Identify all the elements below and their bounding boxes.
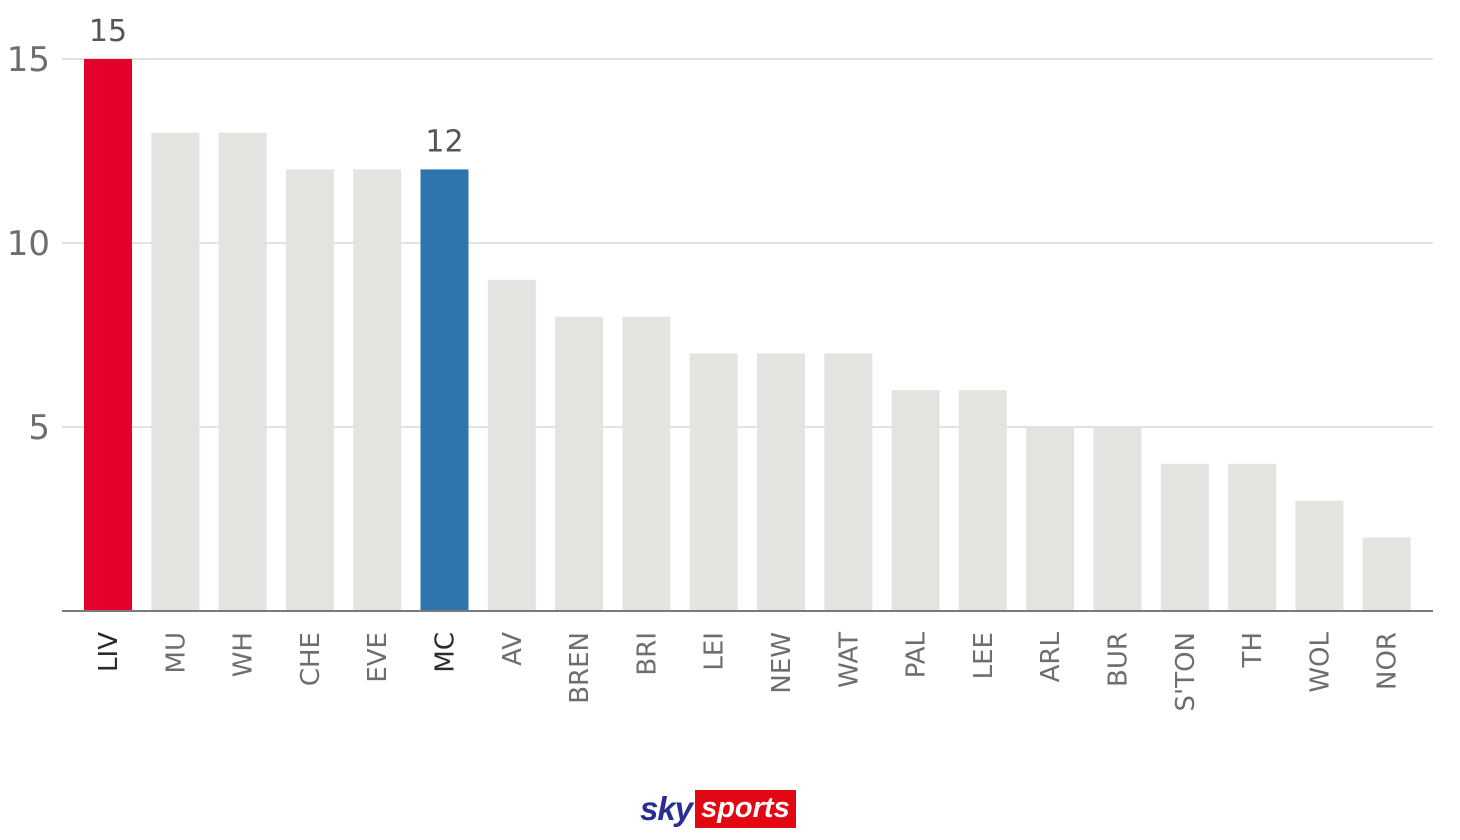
x-tick-label: NEW — [767, 632, 797, 694]
x-tick-label: LEI — [700, 632, 730, 671]
bar-wat — [824, 353, 873, 611]
bar-bren — [555, 316, 604, 611]
bar-mc — [420, 169, 469, 611]
x-tick-label: LIV — [94, 632, 124, 672]
bar-nor — [1362, 537, 1411, 611]
bar-pal — [891, 390, 940, 611]
x-tick-label: CHE — [296, 632, 326, 686]
bar-av — [487, 279, 536, 611]
bar-arl — [1026, 427, 1075, 611]
logo-sky-text: sky — [640, 790, 693, 827]
x-tick-label: BRI — [632, 632, 662, 676]
x-tick-label: WH — [229, 632, 259, 677]
bar-wh — [218, 132, 267, 611]
x-tick-label: WAT — [834, 632, 864, 688]
x-tick-label: PAL — [902, 631, 932, 678]
bar-ston — [1160, 463, 1209, 611]
bar-lee — [958, 390, 1007, 611]
logo-sports-text: sports — [695, 790, 796, 828]
x-tick-label: BREN — [565, 632, 595, 704]
bar-new — [757, 353, 805, 611]
y-tick-label: 10 — [7, 224, 50, 264]
bar-mu — [151, 132, 200, 611]
bar-th — [1228, 463, 1277, 611]
y-axis-ticks: 5 10 15 — [7, 40, 50, 448]
x-tick-label: TH — [1238, 632, 1268, 668]
x-tick-label: LEE — [969, 632, 999, 679]
x-tick-label: S'TON — [1171, 632, 1201, 711]
y-tick-label: 15 — [7, 40, 50, 80]
gridlines — [62, 58, 1433, 428]
x-tick-label: MC — [431, 632, 461, 673]
bar-lei — [689, 353, 738, 611]
x-tick-label: WOL — [1305, 631, 1335, 692]
x-tick-label: AV — [498, 632, 528, 666]
bar-che — [285, 169, 334, 611]
data-label: 15 — [89, 14, 127, 49]
x-axis-ticks: LIV MU WH CHE EVE MC AV BREN BRI LEI NEW WAT PAL LEE A… — [94, 631, 1403, 711]
x-tick-label: ARL — [1036, 631, 1066, 682]
x-tick-label: BUR — [1104, 632, 1134, 687]
x-tick-label: EVE — [363, 632, 393, 683]
bar-bur — [1093, 427, 1142, 611]
sky-sports-logo: sky sports — [640, 790, 796, 828]
bar-liv — [84, 59, 132, 611]
bar-eve — [353, 169, 402, 611]
bars — [84, 59, 1411, 611]
bar-wol — [1295, 500, 1344, 611]
data-label: 12 — [425, 124, 463, 159]
bar-bri — [622, 316, 671, 611]
y-tick-label: 5 — [28, 408, 50, 448]
x-tick-label: NOR — [1373, 632, 1403, 690]
x-tick-label: MU — [161, 632, 191, 673]
